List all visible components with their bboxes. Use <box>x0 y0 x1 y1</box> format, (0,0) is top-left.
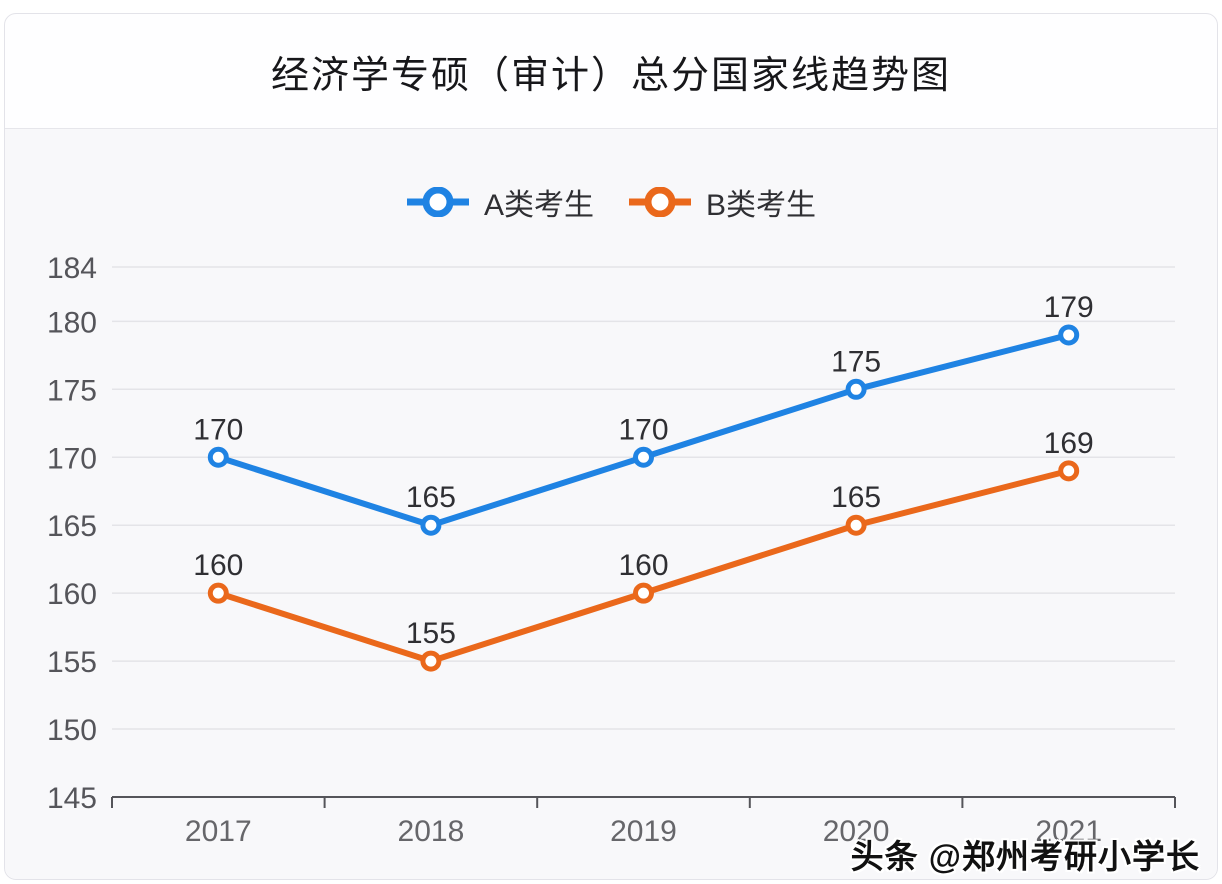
legend-item-b[interactable]: B类考生 <box>628 180 816 224</box>
title-bar: 经济学专硕（审计）总分国家线趋势图 <box>5 14 1217 129</box>
data-label: 165 <box>831 481 881 514</box>
y-tick-label: 145 <box>47 782 97 815</box>
legend-label-b: B类考生 <box>706 189 817 222</box>
y-tick-label: 160 <box>47 578 97 611</box>
data-label: 170 <box>193 413 243 446</box>
legend-marker-a-icon <box>406 187 469 217</box>
data-label: 169 <box>1044 427 1094 460</box>
chart-plot: 145 150 155 160 165 170 175 180 184 2017 2018 2019 2… <box>47 252 1176 848</box>
legend-item-a[interactable]: A类考生 <box>406 180 594 224</box>
data-point-marker <box>207 446 229 468</box>
legend-marker-b-icon <box>629 187 691 217</box>
data-point-marker <box>1058 460 1080 482</box>
data-label: 160 <box>618 549 668 582</box>
data-label: 179 <box>1044 291 1094 324</box>
y-tick-label: 155 <box>47 646 97 679</box>
x-tick-label: 2019 <box>610 815 677 848</box>
y-tick-label: 165 <box>47 510 97 543</box>
y-tick-label: 170 <box>47 442 97 475</box>
y-tick-label: 175 <box>47 374 97 407</box>
chart-title: 经济学专硕（审计）总分国家线趋势图 <box>270 54 951 97</box>
data-point-marker <box>420 650 442 672</box>
watermark: 头条 @郑州考研小学长 <box>850 838 1200 875</box>
data-label: 160 <box>193 549 243 582</box>
data-point-marker <box>633 582 654 604</box>
data-point-marker <box>1058 324 1080 346</box>
data-label: 170 <box>618 413 668 446</box>
data-label: 175 <box>831 345 881 378</box>
data-point-marker <box>845 514 867 536</box>
chart-background <box>5 128 1217 879</box>
data-point-marker <box>207 582 229 604</box>
x-tick-label: 2021 <box>1035 815 1102 848</box>
data-label: 165 <box>406 481 456 514</box>
legend: A类考生 B类考生 <box>0 180 1222 224</box>
x-tick-label: 2017 <box>185 815 252 848</box>
y-tick-label: 184 <box>47 252 97 285</box>
data-point-marker <box>633 446 654 468</box>
data-label: 155 <box>406 617 456 650</box>
x-tick-label: 2020 <box>823 815 890 848</box>
y-tick-label: 180 <box>47 306 97 339</box>
data-point-marker <box>420 514 442 536</box>
x-tick-label: 2018 <box>398 815 465 848</box>
legend-label-a: A类考生 <box>483 189 594 222</box>
y-tick-label: 150 <box>47 714 97 747</box>
data-point-marker <box>845 378 867 400</box>
